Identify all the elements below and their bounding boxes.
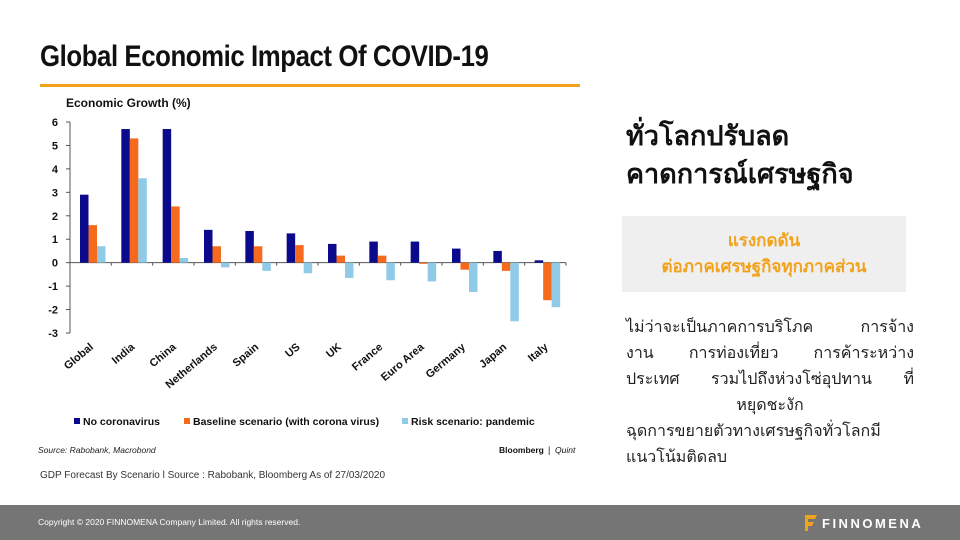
bar-netherlands-s2 (212, 246, 221, 263)
bar-france-s2 (377, 255, 387, 263)
credit-separator: | (548, 445, 550, 455)
bars-group (80, 129, 567, 322)
bar-euro-area-s2 (419, 262, 428, 264)
body-line: ประเทศ รวมไปถึงห่วงโซ่อุปทาน ที่ (626, 369, 914, 388)
y-tick-label: 2 (52, 211, 58, 223)
bar-china-s1 (162, 129, 172, 263)
thai-heading-line2: คาดการณ์เศรษฐกิจ (626, 159, 854, 190)
bar-india-s1 (121, 129, 130, 263)
y-tick-label: 0 (52, 258, 58, 270)
footer-bar: Copyright © 2020 FINNOMENA Company Limit… (0, 505, 960, 540)
thai-heading: ทั่วโลกปรับลด คาดการณ์เศรษฐกิจ (626, 118, 926, 194)
bar-euro-area-s1 (410, 241, 420, 263)
x-category-label: Spain (231, 341, 262, 370)
bar-germany-s3 (469, 262, 478, 292)
bar-netherlands-s3 (221, 262, 230, 268)
credit-quint: Quint (555, 445, 576, 455)
bar-spain-s3 (262, 262, 271, 271)
bar-us-s2 (295, 245, 304, 263)
x-category-label: Global (62, 341, 96, 372)
callout-box: แรงกดดัน ต่อภาคเศรษฐกิจทุกภาคส่วน (622, 216, 906, 292)
x-category-label: France (350, 341, 385, 373)
body-line: ฉุดการขยายตัวทางเศรษฐกิจทั่วโลกมี (626, 421, 881, 440)
bar-germany-s2 (460, 262, 469, 270)
chart-legend: No coronavirus Baseline scenario (with co… (74, 416, 535, 428)
y-tick-label: 3 (52, 187, 58, 199)
bar-italy-s1 (534, 260, 544, 263)
x-category-label: China (147, 341, 179, 370)
thai-heading-line1: ทั่วโลกปรับลด (626, 121, 790, 152)
x-category-label: Euro Area (379, 341, 427, 384)
bar-china-s2 (171, 206, 180, 263)
body-line: ไม่ว่าจะเป็นภาคการบริโภค การจ้าง (626, 317, 914, 336)
bar-india-s2 (129, 138, 139, 263)
brand-name: FINNOMENA (822, 515, 924, 531)
chart-source: Source: Rabobank, Macrobond (38, 445, 156, 455)
x-category-label: India (110, 341, 138, 367)
x-category-label: UK (324, 341, 344, 360)
growth-chart: Economic Growth (%) 6 5 4 3 2 1 0 -1 -2 -3 Global… (38, 96, 576, 455)
legend-swatch (184, 418, 190, 424)
y-tick-label: -3 (48, 328, 58, 340)
bar-euro-area-s3 (427, 262, 437, 282)
legend-label: Baseline scenario (with corona virus) (193, 416, 379, 428)
bar-china-s3 (179, 257, 189, 263)
bar-uk-s2 (336, 255, 345, 263)
bar-global-s1 (80, 194, 89, 263)
body-line: หยุดชะงัก (736, 395, 804, 414)
callout-line1: แรงกดดัน (727, 231, 801, 251)
y-tick-label: 1 (52, 234, 58, 246)
x-category-label: Germany (424, 341, 469, 381)
bar-japan-s3 (510, 262, 519, 322)
legend-swatch (74, 418, 80, 424)
bar-japan-s2 (501, 262, 511, 271)
finnomena-logo-icon (805, 515, 817, 531)
bar-italy-s3 (551, 262, 561, 308)
chart-title: Economic Growth (%) (66, 96, 191, 110)
y-tick-label: -2 (48, 305, 58, 317)
x-category-label: US (283, 341, 302, 360)
credit-bloomberg: Bloomberg (499, 445, 544, 455)
bar-netherlands-s1 (204, 229, 213, 263)
bar-japan-s1 (493, 250, 502, 263)
x-category-label: Japan (477, 341, 509, 371)
bar-us-s3 (303, 262, 313, 274)
y-tick-label: 4 (52, 164, 59, 176)
y-tick-label: 6 (52, 117, 58, 129)
bar-india-s3 (138, 178, 147, 263)
body-line: แนวโน้มติดลบ (626, 447, 728, 466)
bar-italy-s2 (543, 262, 552, 301)
bar-spain-s2 (253, 246, 263, 263)
bar-germany-s1 (452, 248, 461, 263)
bar-uk-s3 (345, 262, 354, 278)
bar-spain-s1 (245, 231, 254, 263)
callout-line2: ต่อภาคเศรษฐกิจทุกภาคส่วน (661, 257, 867, 277)
source-note: GDP Forecast By Scenario l Source : Rabo… (40, 470, 386, 481)
bar-uk-s1 (328, 243, 337, 263)
legend-label: No coronavirus (83, 416, 160, 428)
bar-france-s3 (386, 262, 395, 281)
legend-label: Risk scenario: pandemic (411, 416, 535, 428)
bar-france-s1 (369, 241, 378, 263)
brand-logo[interactable]: FINNOMENA (804, 514, 923, 532)
body-line: งาน การท่องเที่ยว การค้าระหว่าง (626, 343, 914, 362)
bar-global-s2 (88, 225, 97, 263)
x-category-label: Italy (526, 341, 551, 365)
title-underline (40, 84, 580, 87)
y-tick-label: 5 (52, 140, 58, 152)
bar-global-s3 (97, 246, 106, 263)
y-tick-label: -1 (48, 281, 58, 293)
slide-title: Global Economic Impact Of COVID-19 (40, 40, 489, 73)
body-paragraph: ไม่ว่าจะเป็นภาคการบริโภค การจ้าง งาน การ… (626, 314, 914, 470)
legend-swatch (402, 418, 408, 424)
bar-us-s1 (286, 233, 296, 263)
copyright-text: Copyright © 2020 FINNOMENA Company Limit… (38, 517, 301, 527)
